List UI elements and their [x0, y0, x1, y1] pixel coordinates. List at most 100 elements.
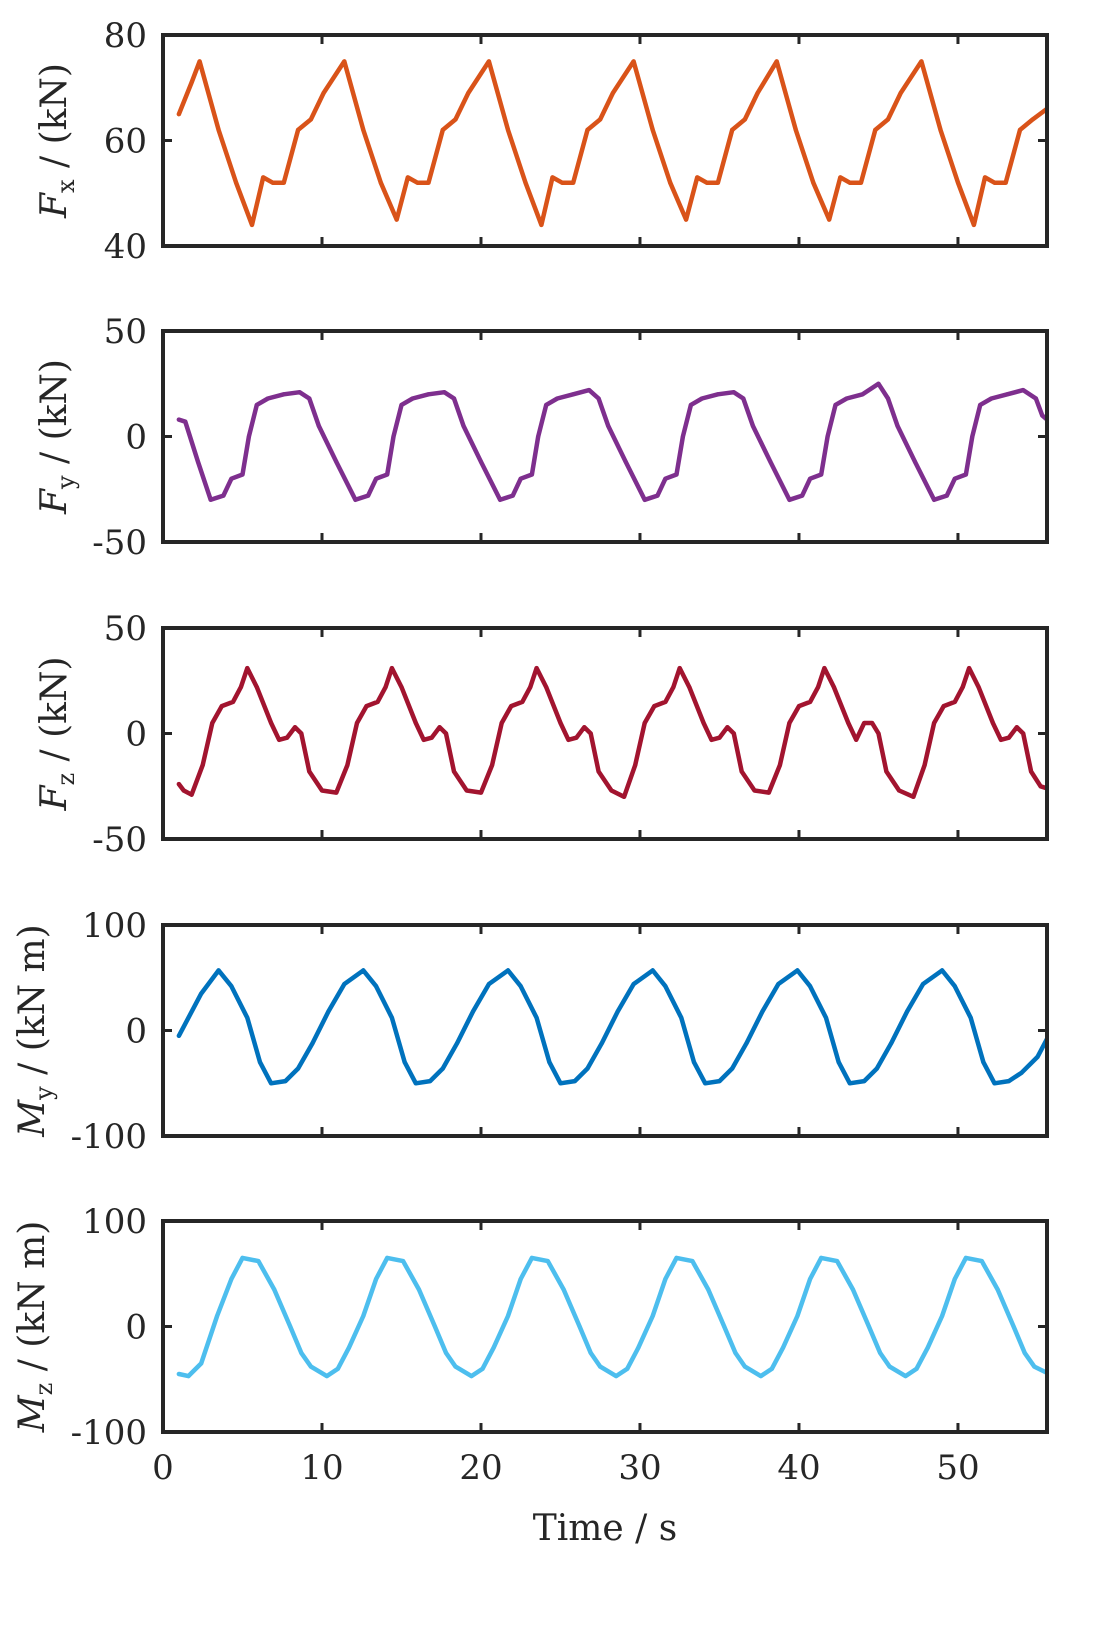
data-point — [529, 472, 534, 477]
data-point — [913, 459, 917, 464]
data-point — [731, 731, 736, 736]
data-point — [361, 127, 366, 132]
y-label-symbol: F — [34, 487, 75, 515]
data-point — [1018, 127, 1022, 132]
data-point — [518, 984, 523, 989]
data-point — [297, 390, 302, 395]
y-tick-label: 80 — [104, 16, 147, 56]
data-point — [296, 1066, 301, 1071]
data-point — [461, 423, 466, 428]
data-point — [688, 402, 693, 407]
data-point — [582, 725, 587, 730]
data-point — [479, 459, 483, 464]
data-point — [895, 423, 900, 428]
data-point — [715, 180, 720, 185]
data-point — [464, 788, 469, 793]
data-point — [793, 127, 798, 132]
data-point — [731, 390, 736, 395]
data-point — [739, 769, 744, 774]
data-point — [1011, 1324, 1016, 1329]
data-point — [663, 699, 668, 704]
data-point — [700, 396, 704, 401]
data-point — [529, 1255, 534, 1260]
y-label-symbol: M — [12, 1394, 53, 1433]
data-point — [200, 763, 205, 768]
data-point — [938, 127, 943, 132]
data-point — [389, 1015, 394, 1020]
data-point — [199, 991, 204, 996]
data-point — [316, 423, 321, 428]
data-point — [663, 984, 668, 989]
data-point — [824, 1015, 828, 1020]
data-point — [506, 127, 510, 132]
y-label-subscript: y — [52, 475, 80, 490]
data-point — [238, 685, 243, 690]
data-point — [197, 59, 202, 64]
data-point — [240, 1255, 245, 1260]
data-point — [1040, 413, 1045, 418]
data-point — [944, 493, 949, 498]
data-point — [539, 222, 544, 227]
data-point — [755, 91, 760, 95]
data-point — [816, 685, 821, 690]
data-point — [394, 217, 399, 222]
data-point — [978, 402, 983, 407]
data-point — [281, 392, 286, 397]
data-point — [876, 731, 881, 736]
data-point — [679, 1015, 684, 1020]
y-label-unit: / (kN) — [34, 359, 75, 475]
data-point — [609, 788, 614, 793]
series-line — [176, 381, 1047, 503]
data-point — [269, 721, 274, 725]
data-point — [486, 59, 491, 64]
data-point — [717, 735, 722, 740]
data-point — [545, 1259, 550, 1264]
y-tick-label: -100 — [71, 1117, 147, 1157]
data-point — [342, 982, 347, 987]
data-point — [405, 175, 410, 180]
data-point — [307, 396, 312, 401]
y-tick-label: 40 — [104, 227, 147, 267]
data-point — [571, 392, 576, 397]
data-point — [499, 721, 504, 725]
data-point — [960, 685, 965, 690]
data-point — [308, 117, 313, 122]
data-point — [415, 180, 420, 185]
data-point — [758, 1374, 763, 1379]
data-point — [1014, 725, 1019, 730]
data-point — [992, 180, 997, 185]
data-point — [862, 721, 867, 725]
data-point — [733, 1350, 738, 1355]
data-point — [744, 1041, 749, 1046]
x-axis-label: Time / s — [533, 1508, 677, 1549]
data-point — [299, 731, 304, 736]
data-point — [633, 763, 638, 768]
data-point — [189, 80, 194, 85]
y-tick-label: 50 — [104, 312, 147, 352]
subplot-3: -50 0 50 Fz / (kN) — [34, 609, 1049, 860]
data-point — [283, 1079, 288, 1084]
data-point — [887, 1364, 892, 1369]
data-point — [808, 476, 813, 481]
data-point — [941, 704, 946, 709]
data-point — [695, 175, 700, 180]
data-point — [715, 392, 720, 397]
data-point — [491, 1345, 496, 1350]
data-point — [1022, 1350, 1027, 1355]
data-point — [963, 472, 968, 477]
data-point — [296, 127, 301, 132]
data-point — [1038, 784, 1043, 789]
data-point — [884, 769, 889, 774]
series-line — [176, 1255, 1047, 1379]
data-point — [631, 59, 636, 64]
data-point — [250, 222, 254, 227]
data-point — [471, 1009, 475, 1014]
data-point — [361, 968, 366, 973]
data-point — [229, 1277, 234, 1281]
axes-frame — [161, 923, 1049, 1138]
data-point — [684, 217, 689, 222]
data-point — [410, 396, 415, 401]
data-point — [876, 381, 881, 386]
